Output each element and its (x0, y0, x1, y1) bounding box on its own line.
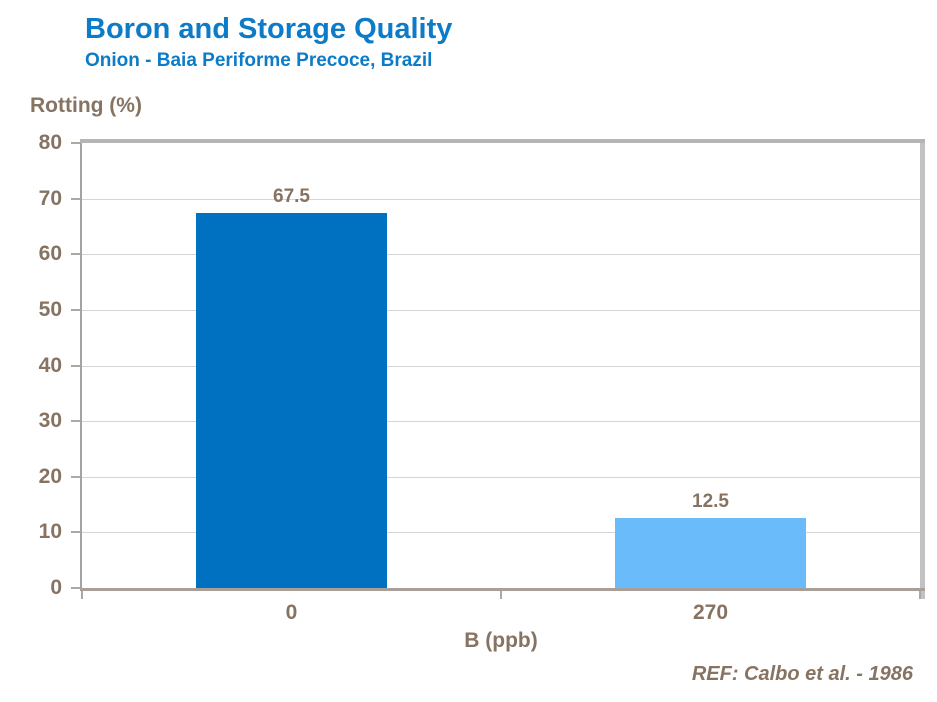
y-axis-tick (71, 253, 80, 256)
plot-top-border (80, 139, 925, 143)
chart-title: Boron and Storage Quality (85, 13, 453, 45)
y-tick-label: 40 (38, 353, 62, 377)
y-axis-tick (71, 308, 80, 311)
bar (196, 212, 387, 588)
gridline (82, 476, 920, 478)
y-tick-label: 80 (38, 131, 62, 154)
gridline (82, 532, 920, 534)
gridline (82, 254, 920, 256)
bar-value-label: 67.5 (273, 185, 310, 207)
y-tick-label: 50 (38, 297, 62, 321)
y-tick-label: 10 (38, 520, 62, 544)
y-axis-tick (71, 142, 80, 144)
plot-right-border (920, 143, 925, 599)
gridline (82, 365, 920, 367)
y-axis-tick (71, 420, 80, 423)
x-axis-tick (81, 591, 83, 599)
y-tick-label: 70 (38, 186, 62, 210)
y-axis-tick (71, 475, 80, 478)
x-axis-title: B (ppb) (464, 629, 538, 652)
x-tick-label: 0 (285, 601, 298, 624)
y-axis-tick (71, 531, 80, 534)
reference-citation: REF: Calbo et al. - 1986 (691, 663, 913, 685)
gridline (82, 421, 920, 423)
y-axis-title: Rotting (%) (30, 94, 142, 117)
x-tick-label: 270 (692, 601, 729, 624)
x-axis-tick (919, 591, 921, 599)
bar-value-label: 12.5 (692, 491, 729, 513)
gridline (82, 198, 920, 200)
chart-subtitle: Onion - Baia Periforme Precoce, Brazil (85, 50, 433, 71)
y-tick-label: 60 (38, 242, 62, 266)
bar (615, 518, 806, 588)
gridline (82, 309, 920, 311)
y-tick-label: 30 (38, 409, 62, 433)
y-tick-label: 0 (50, 576, 62, 599)
y-tick-label: 20 (38, 464, 62, 488)
x-axis-tick (500, 591, 502, 599)
y-axis-line (80, 143, 82, 588)
y-axis-tick (71, 587, 80, 589)
y-axis-tick (71, 364, 80, 367)
x-axis-line (80, 588, 925, 591)
y-axis-tick (71, 197, 80, 200)
